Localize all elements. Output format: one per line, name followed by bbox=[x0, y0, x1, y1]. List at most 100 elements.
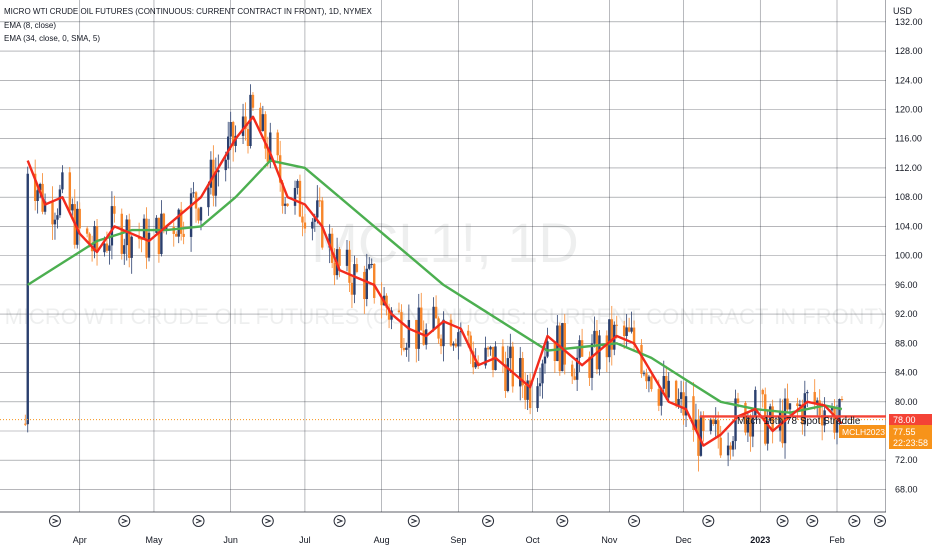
time-tick: Nov bbox=[601, 535, 618, 545]
candle-body bbox=[90, 246, 94, 252]
candle-body bbox=[469, 335, 472, 352]
candle-body bbox=[350, 282, 354, 295]
candle-body bbox=[397, 310, 401, 313]
candle-body bbox=[717, 420, 720, 438]
candle-body bbox=[328, 233, 331, 248]
chart-legend: MICRO WTI CRUDE OIL FUTURES (CONTINUOUS:… bbox=[4, 5, 372, 46]
candle-body bbox=[420, 307, 423, 331]
candle-body bbox=[38, 183, 42, 191]
time-tick: Aug bbox=[374, 535, 390, 545]
candle-body bbox=[439, 338, 443, 347]
candle-body bbox=[835, 420, 839, 433]
candle-body bbox=[192, 192, 195, 194]
candle-body bbox=[749, 417, 752, 437]
candle-body bbox=[781, 411, 784, 444]
candle-body bbox=[645, 373, 648, 382]
candle-body bbox=[105, 243, 109, 251]
legend-ema34: EMA (34, close, 0, SMA, 5) bbox=[4, 34, 101, 43]
candle-body bbox=[699, 415, 703, 456]
candle-body bbox=[702, 415, 705, 431]
candle-body bbox=[229, 122, 232, 137]
candle-body bbox=[786, 398, 789, 410]
candle-body bbox=[719, 437, 722, 456]
straddle-annotation[interactable]: Mitch 16th 78 Spot Straddle bbox=[737, 416, 861, 427]
candle-body bbox=[160, 213, 163, 255]
time-tick: 2023 bbox=[750, 535, 770, 545]
candle-body bbox=[53, 219, 57, 225]
event-marker-icon[interactable] bbox=[407, 515, 420, 527]
event-marker-icon[interactable] bbox=[333, 515, 346, 527]
candle-body bbox=[313, 217, 317, 222]
event-marker-icon[interactable] bbox=[848, 515, 861, 527]
candle-body bbox=[281, 182, 284, 206]
legend-title: MICRO WTI CRUDE OIL FUTURES (CONTINUOUS:… bbox=[4, 7, 372, 16]
candle-body bbox=[318, 200, 321, 202]
legend-ema8: EMA (8, close) bbox=[4, 20, 57, 30]
candle-body bbox=[472, 351, 475, 368]
candle-body bbox=[771, 406, 774, 431]
candle-body bbox=[261, 114, 265, 132]
candle-body bbox=[241, 116, 245, 136]
candle-body bbox=[454, 343, 458, 347]
event-marker-icon[interactable] bbox=[776, 515, 789, 527]
event-marker-icon[interactable] bbox=[118, 515, 131, 527]
candle-body bbox=[766, 420, 769, 444]
time-tick: May bbox=[145, 535, 163, 545]
event-marker-icon[interactable] bbox=[482, 515, 495, 527]
price-tick: 128.00 bbox=[895, 46, 923, 56]
price-tick: 104.00 bbox=[895, 221, 923, 231]
candle-body bbox=[467, 330, 470, 336]
last-price-tag bbox=[889, 425, 932, 449]
event-marker-icon[interactable] bbox=[192, 515, 205, 527]
event-marker-icon[interactable] bbox=[48, 515, 61, 527]
candle-body bbox=[615, 324, 618, 326]
event-marker-icon[interactable] bbox=[628, 515, 641, 527]
candle-body bbox=[175, 233, 178, 237]
candle-body bbox=[796, 403, 799, 407]
candle-body bbox=[511, 346, 515, 387]
candle-body bbox=[385, 295, 388, 308]
level-price-tag bbox=[889, 414, 932, 426]
candle-body bbox=[373, 263, 376, 298]
price-tick: 72.00 bbox=[895, 455, 918, 465]
candle-body bbox=[199, 207, 203, 221]
candle-body bbox=[179, 209, 183, 234]
candle-body bbox=[207, 187, 210, 208]
candle-body bbox=[813, 391, 816, 404]
candle-body bbox=[68, 172, 72, 211]
event-marker-icon[interactable] bbox=[261, 515, 274, 527]
candle-body bbox=[316, 200, 319, 218]
candle-body bbox=[816, 400, 819, 404]
candle-body bbox=[484, 347, 487, 366]
candle-body bbox=[93, 226, 96, 252]
price-tick: 84.00 bbox=[895, 368, 918, 378]
candle-body bbox=[209, 159, 213, 188]
candle-body bbox=[368, 264, 371, 269]
time-tick: Apr bbox=[73, 535, 87, 545]
event-marker-icon[interactable] bbox=[556, 515, 569, 527]
event-marker-icon[interactable] bbox=[874, 515, 886, 527]
candle-body bbox=[536, 386, 539, 409]
candle-body bbox=[605, 335, 609, 358]
candle-body bbox=[113, 206, 116, 214]
candle-body bbox=[266, 148, 270, 162]
candle-body bbox=[761, 389, 764, 395]
event-markers[interactable] bbox=[48, 515, 886, 527]
price-tick: 112.00 bbox=[895, 163, 922, 173]
candle-body bbox=[632, 327, 636, 345]
candle-body bbox=[519, 358, 522, 387]
candle-body bbox=[58, 189, 62, 216]
candle-body bbox=[128, 219, 131, 258]
time-tick: Jun bbox=[223, 535, 238, 545]
candle-body bbox=[778, 411, 782, 431]
candle-body bbox=[714, 420, 717, 425]
candle-body bbox=[157, 217, 161, 255]
symbol-tag bbox=[839, 425, 886, 438]
price-tick: 120.00 bbox=[895, 104, 923, 114]
candle-body bbox=[110, 206, 114, 246]
event-marker-icon[interactable] bbox=[806, 515, 819, 527]
candle-body bbox=[278, 155, 282, 183]
event-marker-icon[interactable] bbox=[702, 515, 715, 527]
candle-body bbox=[731, 441, 735, 450]
